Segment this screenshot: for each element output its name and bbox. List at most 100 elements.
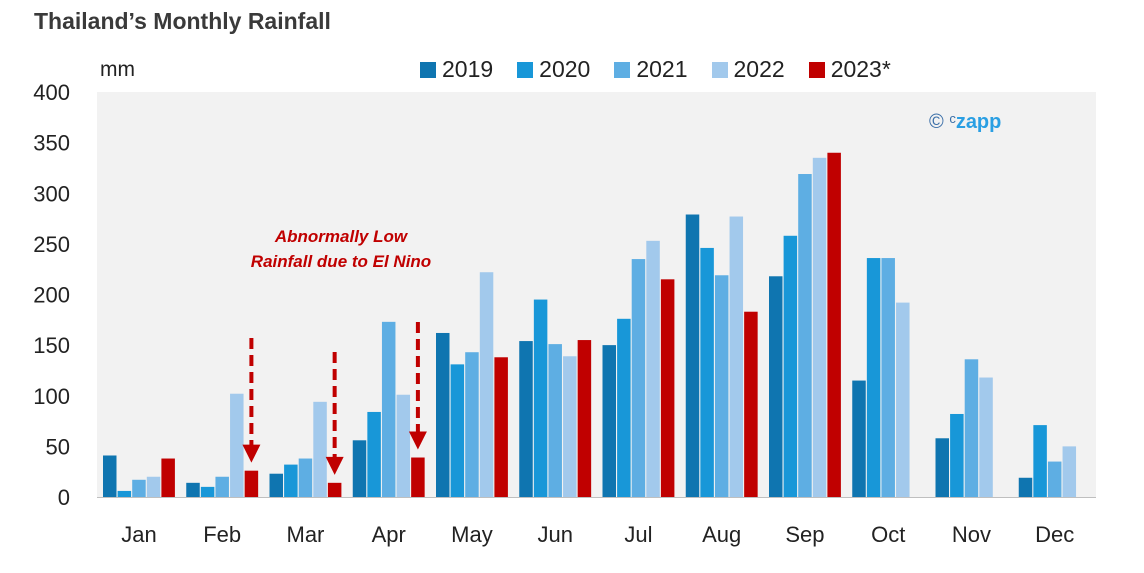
bar-mar-2019 (269, 473, 283, 497)
copyright-symbol: © (929, 111, 944, 133)
czapp-watermark: © czapp (929, 111, 1001, 134)
legend-label: 2021 (636, 56, 688, 82)
bar-may-2021 (465, 352, 479, 497)
bar-mar-2023 (327, 482, 342, 497)
bar-sep-2022 (812, 157, 827, 497)
bar-jul-2023 (660, 279, 675, 497)
x-tick-label-jan: Jan (121, 522, 156, 547)
bar-nov-2021 (964, 359, 979, 497)
bar-nov-2019 (935, 438, 949, 497)
bar-jun-2023 (577, 340, 592, 497)
legend-swatch (517, 61, 534, 78)
bar-sep-2019 (769, 276, 783, 497)
bar-may-2023 (494, 357, 508, 497)
legend-swatch (614, 61, 631, 78)
bar-jul-2019 (602, 345, 616, 497)
bar-sep-2021 (798, 174, 812, 497)
bar-may-2019 (436, 332, 450, 497)
bar-nov-2022 (979, 377, 993, 497)
annotation-arrowhead-apr (408, 431, 427, 450)
bar-jul-2022 (646, 240, 660, 497)
legend-swatch (711, 61, 728, 78)
x-tick-label-apr: Apr (372, 522, 406, 547)
legend-label: 2023* (830, 56, 891, 82)
x-tick-label-jul: Jul (624, 522, 652, 547)
x-tick-label-dec: Dec (1035, 522, 1074, 547)
bar-jun-2020 (533, 299, 548, 497)
y-axis-unit: mm (100, 58, 135, 81)
x-tick-label-jun: Jun (537, 522, 572, 547)
bar-feb-2021 (215, 476, 229, 497)
x-tick-label-nov: Nov (952, 522, 991, 547)
bar-apr-2022 (396, 394, 411, 497)
x-tick-label-oct: Oct (871, 522, 905, 547)
x-tick-label-mar: Mar (287, 522, 325, 547)
bar-oct-2020 (866, 258, 881, 497)
bar-jun-2022 (563, 356, 577, 497)
y-tick-label: 100 (33, 384, 70, 409)
bar-mar-2022 (313, 401, 327, 497)
chart-title: Thailand’s Monthly Rainfall (34, 8, 331, 34)
bar-apr-2019 (352, 440, 367, 497)
bar-dec-2022 (1062, 446, 1077, 497)
bar-aug-2019 (685, 214, 700, 497)
legend-item-2023: 2023* (808, 56, 891, 83)
legend-item-2021: 2021 (614, 56, 688, 83)
bar-may-2020 (450, 364, 465, 497)
bar-jan-2020 (117, 490, 132, 497)
bar-dec-2020 (1033, 425, 1047, 497)
bar-jun-2021 (548, 344, 562, 497)
bar-aug-2023 (744, 311, 758, 497)
bar-mar-2021 (298, 458, 313, 497)
bar-feb-2022 (230, 393, 244, 497)
bar-oct-2019 (852, 380, 866, 497)
annotation-arrowhead-mar (325, 456, 344, 475)
el-nino-annotation: Abnormally Low Rainfall due to El Nino (250, 227, 432, 271)
bar-apr-2020 (367, 411, 381, 497)
bar-apr-2021 (381, 321, 396, 497)
y-tick-label: 50 (46, 434, 70, 459)
bar-jan-2019 (103, 455, 117, 497)
bar-feb-2020 (200, 486, 215, 497)
bar-sep-2020 (783, 235, 798, 497)
bar-oct-2021 (881, 258, 895, 497)
legend-label: 2020 (539, 56, 591, 82)
plot-area (97, 92, 1096, 497)
legend-swatch (808, 61, 825, 78)
bar-jan-2023 (161, 458, 175, 497)
bar-dec-2021 (1047, 461, 1062, 497)
legend-label: 2019 (442, 56, 494, 82)
bar-jan-2021 (132, 479, 146, 497)
bar-feb-2019 (186, 482, 200, 497)
y-tick-label: 150 (33, 333, 70, 358)
bar-dec-2019 (1018, 477, 1033, 497)
y-tick-label: 200 (33, 283, 70, 308)
legend: 2019 2020 2021 2022 2023* (420, 56, 915, 83)
x-tick-label-aug: Aug (702, 522, 741, 547)
legend-item-2020: 2020 (517, 56, 590, 83)
x-tick-label-sep: Sep (785, 522, 824, 547)
bar-jul-2020 (617, 318, 631, 497)
bar-jun-2019 (519, 341, 533, 497)
bar-aug-2021 (714, 275, 729, 497)
bar-aug-2020 (700, 247, 714, 497)
x-tick-label-feb: Feb (203, 522, 241, 547)
bar-jul-2021 (631, 259, 646, 497)
bar-sep-2023 (827, 152, 841, 497)
bar-apr-2023 (411, 457, 425, 497)
bar-nov-2020 (950, 413, 964, 497)
y-tick-label: 250 (33, 232, 70, 257)
watermark-text: zapp (955, 111, 1002, 133)
bar-aug-2022 (729, 216, 744, 497)
annotation-arrowhead-feb (242, 444, 261, 463)
watermark-prefix: c (949, 111, 956, 126)
y-tick-label: 400 (33, 80, 70, 105)
y-tick-label: 0 (58, 485, 70, 510)
bar-feb-2023 (244, 470, 259, 497)
legend-item-2019: 2019 (420, 56, 493, 83)
legend-item-2022: 2022 (711, 56, 785, 83)
y-tick-label: 300 (33, 181, 70, 206)
bar-oct-2022 (896, 302, 910, 497)
y-tick-label: 350 (33, 131, 70, 156)
